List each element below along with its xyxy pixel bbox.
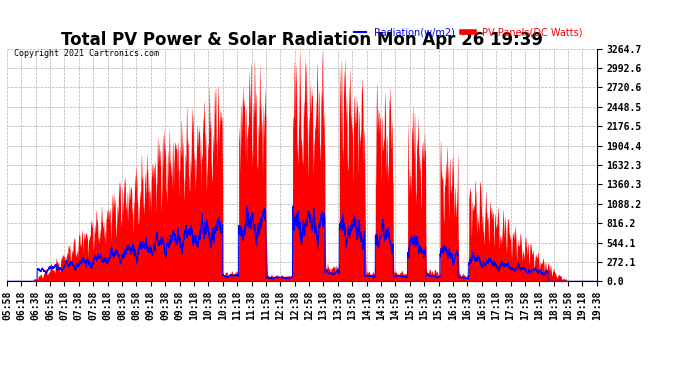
Legend: Radiation(w/m2), PV Panels(DC Watts): Radiation(w/m2), PV Panels(DC Watts) <box>351 23 586 41</box>
Text: Copyright 2021 Cartronics.com: Copyright 2021 Cartronics.com <box>14 49 159 58</box>
Title: Total PV Power & Solar Radiation Mon Apr 26 19:39: Total PV Power & Solar Radiation Mon Apr… <box>61 31 543 49</box>
